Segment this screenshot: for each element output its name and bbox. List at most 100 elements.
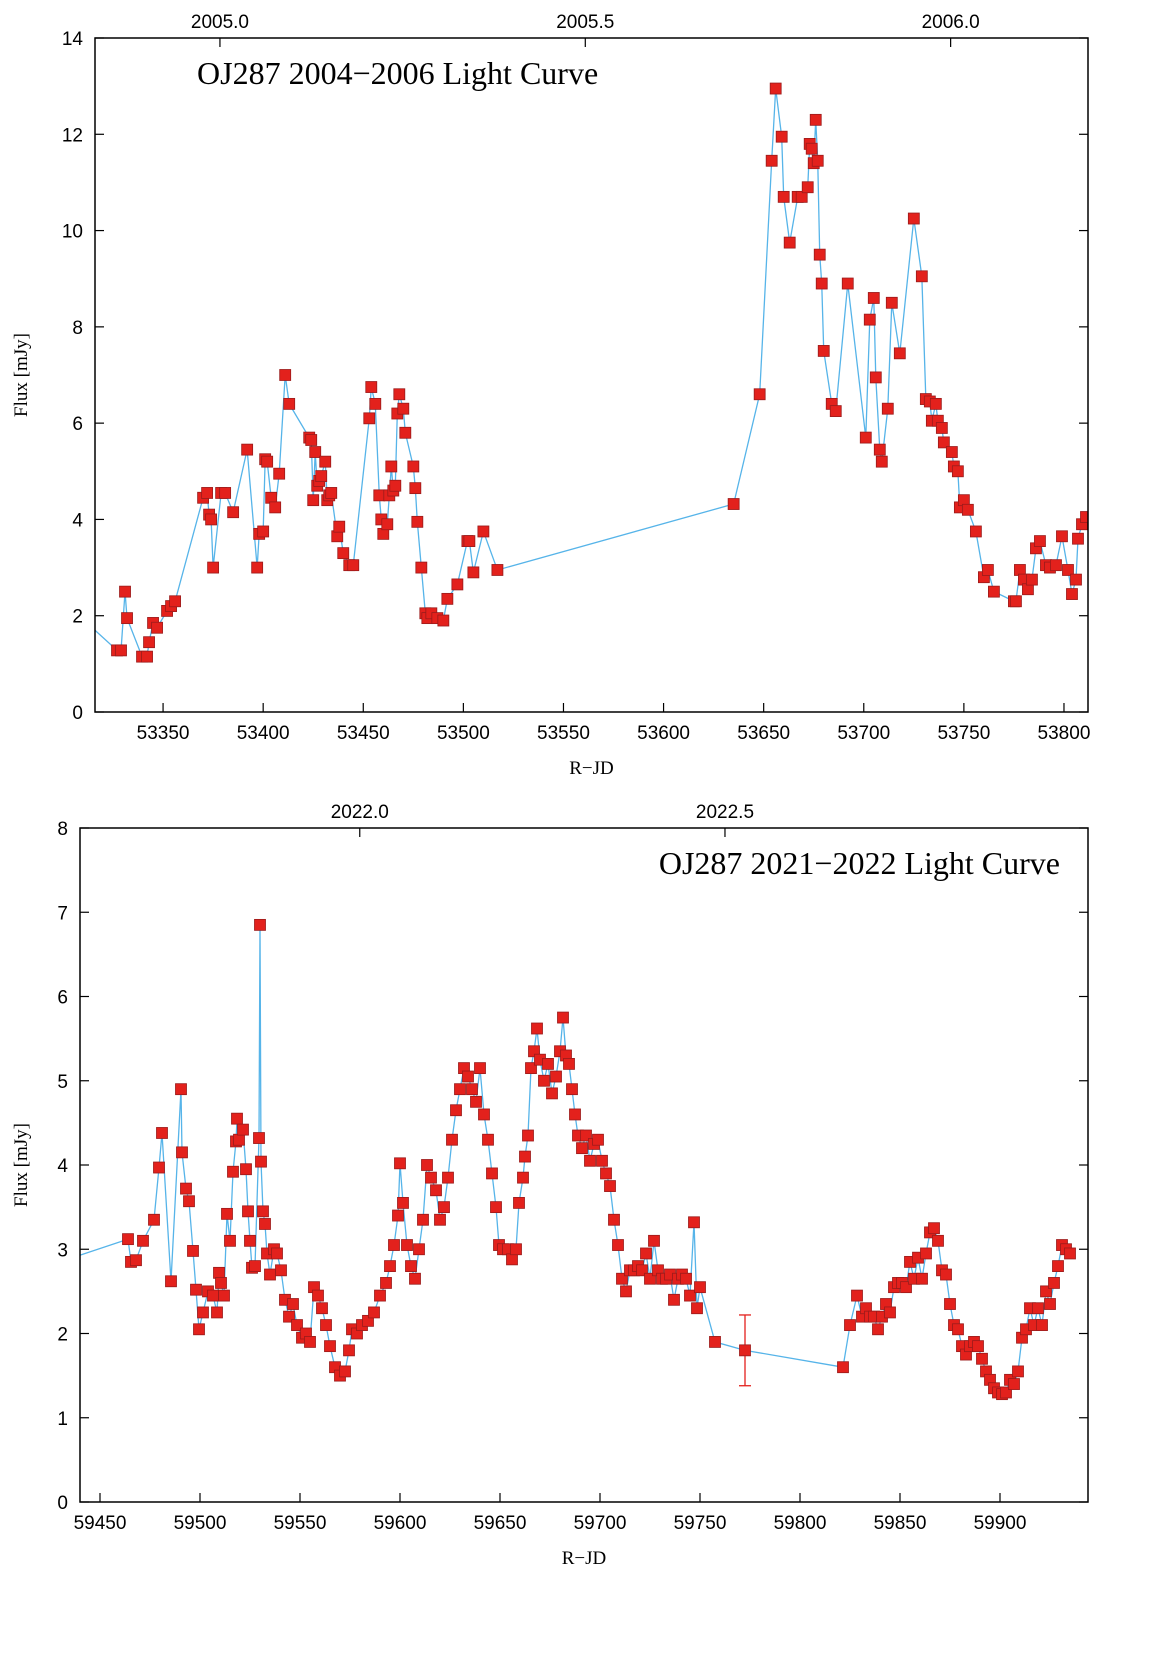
y-tick-label: 3: [57, 1240, 68, 1261]
data-point: [325, 487, 338, 499]
data-point: [522, 1129, 534, 1142]
data-point: [961, 503, 974, 516]
data-point: [881, 402, 894, 415]
data-point: [434, 1213, 446, 1226]
data-point: [542, 1058, 554, 1070]
data-point: [596, 1154, 608, 1167]
data-point: [291, 1319, 303, 1331]
y-tick-label: 7: [57, 903, 68, 924]
data-point: [478, 1108, 490, 1121]
data-point: [1036, 1319, 1048, 1331]
x-tick-label: 59500: [174, 1513, 227, 1534]
data-point: [441, 592, 454, 605]
data-point: [454, 1083, 466, 1096]
data-point: [688, 1216, 700, 1229]
data-point: [636, 1264, 648, 1277]
y-tick-label: 2: [57, 1325, 68, 1346]
x-tick-label: 59750: [674, 1513, 727, 1534]
x-tick-label: 59700: [574, 1513, 627, 1534]
data-point: [389, 479, 402, 492]
data-point: [462, 1070, 474, 1083]
data-point: [976, 1352, 988, 1365]
data-point: [233, 1133, 245, 1146]
x-tick-label: 53700: [837, 723, 890, 744]
data-point: [972, 1340, 984, 1353]
data-point: [466, 1083, 478, 1096]
data-point: [775, 130, 788, 143]
data-point: [385, 460, 398, 473]
data-point: [691, 1302, 703, 1315]
data-point: [885, 296, 898, 309]
data-point: [180, 1182, 192, 1195]
data-point: [254, 918, 266, 931]
y-tick-label: 1: [57, 1409, 68, 1430]
data-point: [873, 443, 886, 456]
y-tick-label: 2: [72, 607, 83, 628]
data-point: [221, 1207, 233, 1220]
data-point: [121, 612, 133, 625]
data-point: [929, 397, 942, 410]
data-point: [137, 1234, 149, 1247]
x-axis-label: R−JD: [562, 1548, 607, 1569]
data-point: [463, 535, 476, 547]
data-point: [409, 1272, 421, 1285]
data-point: [141, 650, 153, 663]
data-point: [362, 1314, 374, 1327]
data-point: [269, 501, 282, 514]
light-curve-line: [95, 88, 1087, 658]
y-tick-label: 12: [62, 125, 83, 146]
data-point: [237, 1123, 249, 1136]
data-point: [739, 1344, 751, 1357]
data-point: [283, 1310, 295, 1323]
y-tick-label: 6: [72, 414, 83, 435]
data-point: [952, 1323, 964, 1336]
data-point: [727, 498, 740, 510]
data-point: [531, 1022, 543, 1035]
data-point: [563, 1058, 575, 1070]
data-point: [240, 1163, 252, 1176]
data-point: [176, 1146, 188, 1159]
data-point: [369, 397, 382, 410]
x-tick-label: 59450: [74, 1513, 127, 1534]
y-axis-label: Flux [mJy]: [11, 1123, 32, 1207]
data-point: [474, 1062, 486, 1075]
data-point: [397, 402, 410, 415]
light-curve-line: [80, 924, 1071, 1395]
data-point: [951, 465, 964, 478]
data-point: [612, 1239, 624, 1251]
data-point: [490, 1201, 502, 1214]
data-point: [368, 1306, 380, 1319]
x-tick-label: 59800: [774, 1513, 827, 1534]
data-point: [393, 388, 406, 401]
data-point: [122, 1233, 134, 1246]
data-point: [287, 1298, 299, 1310]
data-point: [875, 455, 888, 468]
chart-title: OJ287 2021−2022 Light Curve: [659, 845, 1060, 881]
x-tick-label: 53500: [437, 723, 490, 744]
data-point: [343, 1344, 355, 1357]
data-point: [1064, 1247, 1076, 1260]
data-point: [255, 1155, 267, 1168]
data-point: [394, 1157, 406, 1170]
data-point: [401, 1239, 413, 1251]
data-point: [261, 455, 274, 468]
data-point: [1072, 532, 1084, 545]
data-point: [616, 1272, 628, 1285]
data-point: [347, 559, 360, 572]
y-tick-label: 10: [62, 222, 83, 243]
data-point: [557, 1011, 569, 1024]
data-point: [315, 470, 328, 483]
data-point: [183, 1195, 195, 1208]
data-point: [211, 1306, 223, 1319]
data-point: [450, 1104, 462, 1117]
data-point: [207, 1289, 219, 1302]
data-point: [648, 1234, 660, 1247]
data-point: [81, 617, 92, 628]
data-point: [165, 1275, 177, 1288]
x-tick-label: 59850: [874, 1513, 927, 1534]
data-point: [859, 431, 872, 444]
data-point: [257, 1205, 269, 1218]
data-point: [438, 1201, 450, 1214]
y-tick-label: 0: [72, 703, 83, 724]
